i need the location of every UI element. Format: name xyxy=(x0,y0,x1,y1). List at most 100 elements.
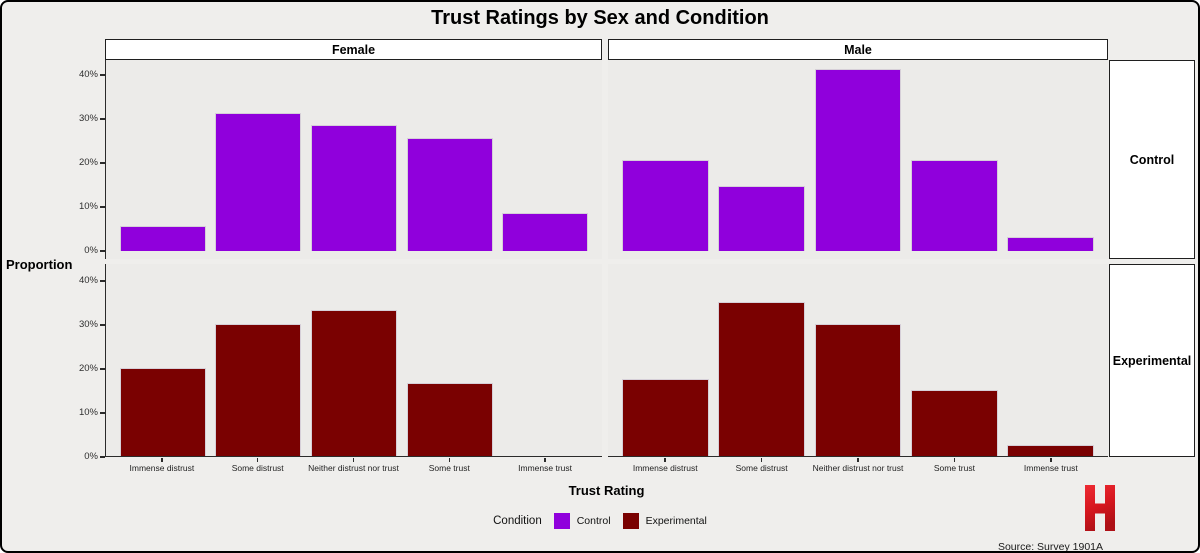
x-tick-mark xyxy=(760,458,763,462)
panel-male-control xyxy=(608,60,1108,259)
bar-male-experimental xyxy=(911,390,998,456)
h-logo-icon xyxy=(1085,485,1115,531)
bar-slot xyxy=(617,264,713,456)
legend-label-control: Control xyxy=(576,515,611,527)
facet-strip-experimental-label: Experimental xyxy=(1112,353,1192,368)
x-tick-label: Some distrust xyxy=(735,463,788,473)
bar-slot xyxy=(211,60,307,251)
bar-male-control xyxy=(814,68,902,251)
x-tick-label: Neither distrust nor trust xyxy=(812,463,904,473)
x-tick-label: Some distrust xyxy=(231,463,284,473)
x-tick-slot: Neither distrust nor trust xyxy=(810,458,906,473)
x-tick-mark xyxy=(1050,458,1052,462)
x-tick-slot: Immense distrust xyxy=(114,458,210,473)
x-tick-slot: Immense distrust xyxy=(617,458,713,473)
bar-male-experimental xyxy=(718,302,805,456)
facet-strip-control: Control xyxy=(1109,60,1195,259)
facet-strip-male: Male xyxy=(608,39,1108,60)
bar-slot xyxy=(906,60,1002,251)
x-tick-label: Some trust xyxy=(933,463,975,473)
bar-male-experimental xyxy=(814,324,902,456)
bar-slot xyxy=(497,60,593,251)
x-tick-mark xyxy=(161,458,163,462)
x-tick-label: Immense distrust xyxy=(632,463,698,473)
y-tick-label: 20% xyxy=(78,363,98,374)
bar-female-experimental xyxy=(215,324,302,456)
facet-strip-female: Female xyxy=(105,39,602,60)
x-tick-label: Immense distrust xyxy=(129,463,195,473)
bar-slot xyxy=(402,60,498,251)
bar-slot xyxy=(115,60,211,251)
x-tick-label: Neither distrust nor trust xyxy=(308,463,399,473)
x-tick-slot: Immense trust xyxy=(497,458,593,473)
y-tick-label: 30% xyxy=(78,319,98,330)
x-tick-mark xyxy=(448,458,451,462)
chart-title: Trust Ratings by Sex and Condition xyxy=(431,7,769,29)
bar-slot xyxy=(402,264,498,456)
x-tick-mark xyxy=(953,458,956,462)
facet-strip-control-label: Control xyxy=(1129,152,1175,167)
x-tick-mark xyxy=(352,458,355,462)
bar-slot xyxy=(810,60,906,251)
facet-strip-female-label: Female xyxy=(331,42,376,57)
panel-female-control xyxy=(105,60,602,259)
bar-slot xyxy=(306,60,402,251)
x-axis-labels-female: Immense distrust Some distrust Neither dis… xyxy=(105,458,602,473)
facet-strip-male-label: Male xyxy=(844,42,872,57)
bar-male-control xyxy=(621,159,709,251)
bar-female-experimental xyxy=(406,382,493,456)
bar-female-control xyxy=(215,112,302,251)
bar-male-control xyxy=(1007,237,1095,251)
bar-female-experimental xyxy=(310,309,397,456)
x-tick-mark xyxy=(857,458,859,462)
bar-slot xyxy=(115,264,211,456)
x-tick-label: Immense trust xyxy=(518,463,573,473)
x-tick-slot: Immense trust xyxy=(1003,458,1099,473)
facet-strip-experimental: Experimental xyxy=(1109,264,1195,457)
bar-slot xyxy=(713,60,809,251)
legend-swatch-experimental xyxy=(622,513,639,529)
bar-female-control xyxy=(406,137,493,251)
x-tick-label: Some trust xyxy=(428,463,470,473)
bar-slot xyxy=(306,264,402,456)
legend: Condition Control Experimental xyxy=(2,512,1198,530)
bar-slot xyxy=(1003,60,1099,251)
source-note: Source: Survey 1901A xyxy=(997,541,1103,553)
x-tick-slot: Some distrust xyxy=(713,458,809,473)
x-axis-title: Trust Rating xyxy=(568,483,645,498)
bar-female-control xyxy=(502,213,589,251)
y-axis-title: Proportion xyxy=(6,257,73,272)
bar-slot xyxy=(1003,264,1099,456)
y-tick-label: 10% xyxy=(78,201,98,212)
y-tick-label: 20% xyxy=(78,157,98,168)
y-tick-label: 0% xyxy=(84,451,98,462)
x-tick-slot: Neither distrust nor trust xyxy=(306,458,402,473)
bar-slot xyxy=(497,264,593,456)
legend-label-experimental: Experimental xyxy=(645,515,707,527)
panel-female-experimental xyxy=(105,264,602,457)
y-tick-label: 0% xyxy=(84,245,98,256)
x-tick-slot: Some trust xyxy=(401,458,497,473)
y-tick-label: 40% xyxy=(78,275,98,286)
bar-female-control xyxy=(310,125,397,251)
legend-title: Condition xyxy=(493,515,542,527)
x-tick-mark xyxy=(544,458,546,462)
x-tick-mark xyxy=(256,458,259,462)
bar-slot xyxy=(617,60,713,251)
bar-slot xyxy=(211,264,307,456)
bar-female-control xyxy=(119,225,206,251)
x-tick-slot: Some distrust xyxy=(210,458,306,473)
bar-male-control xyxy=(911,159,998,251)
x-tick-mark xyxy=(664,458,666,462)
bar-female-experimental xyxy=(119,368,206,456)
bar-slot xyxy=(713,264,809,456)
y-tick-label: 10% xyxy=(78,407,98,418)
y-tick-label: 40% xyxy=(78,69,98,80)
x-tick-label: Immense trust xyxy=(1023,463,1078,473)
bar-slot xyxy=(906,264,1002,456)
bar-male-experimental xyxy=(621,379,709,456)
y-tick-label: 30% xyxy=(78,113,98,124)
x-axis-labels-male: Immense distrust Some distrust Neither dis… xyxy=(608,458,1108,473)
bar-male-control xyxy=(718,185,805,251)
